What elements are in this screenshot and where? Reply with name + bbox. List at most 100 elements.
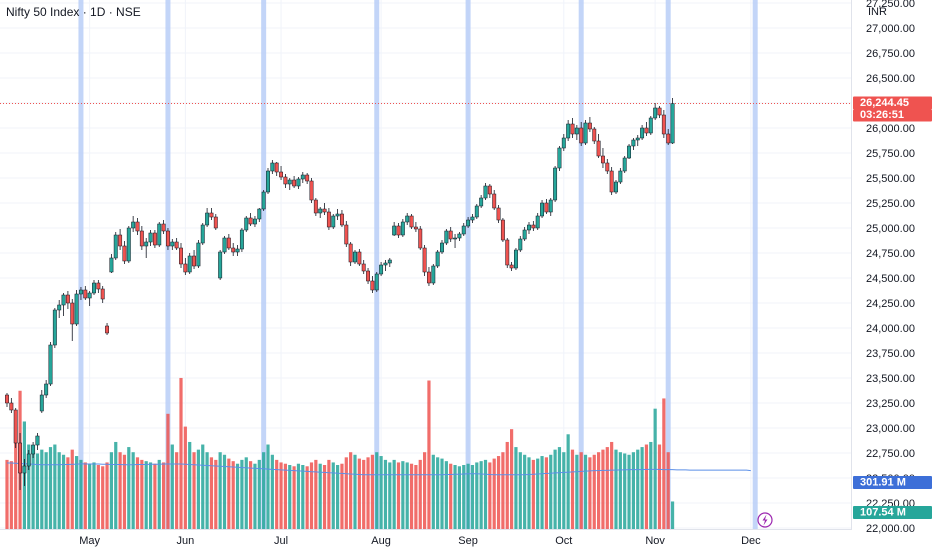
candle [535,213,540,230]
volume-bar [262,452,266,529]
candle [52,308,57,348]
x-tick-label: Jul [274,535,288,547]
volume-bar [101,466,105,529]
volume-bar [96,465,100,529]
candle [640,125,645,140]
volume-bar [66,457,70,529]
volume-bar [322,465,327,529]
volume-bar [209,457,214,529]
y-tick-label: 25,500.00 [866,173,915,185]
volume-bar [640,447,644,529]
candle [579,122,584,146]
candle [587,117,592,132]
volume-bar [405,462,409,529]
candle [387,258,392,267]
volume-bar [514,447,518,529]
candle [370,276,375,293]
volume-bar [614,449,618,529]
volume-bar [283,463,287,529]
volume-bar [466,463,470,529]
candle [239,228,244,252]
volume-bar [631,452,635,529]
volume-bar [362,459,366,529]
volume-bar [318,463,322,529]
candle [344,221,349,247]
volume-bar [5,459,9,529]
candle [283,174,288,188]
candle [300,172,305,183]
volume-bar [266,444,270,529]
candle [622,156,627,173]
volume-bar [662,398,666,529]
volume-bar [153,463,157,529]
candle [405,213,410,225]
candle [170,239,175,250]
x-tick-label: Dec [741,535,761,547]
x-tick-label: Nov [645,535,665,547]
candle [544,199,549,214]
candle [496,205,501,223]
volume-bar [449,463,453,529]
candle [35,433,40,450]
countdown-tag: 03:26:51 [853,109,932,122]
candle [257,208,262,222]
candle [279,166,284,180]
currency-label[interactable]: INR [868,6,887,18]
volume-bar [483,459,488,529]
volume-bar [9,461,13,529]
volume-bar [253,463,257,529]
volume-bar [275,459,279,529]
candle [470,214,475,223]
candle [366,268,371,284]
volume-bar [188,441,192,529]
candle [87,291,92,306]
candle [570,118,575,138]
volume-bar [279,462,283,529]
volume-bar [109,452,113,529]
candle [113,232,118,260]
candle [209,208,214,220]
candle [226,234,231,250]
candle [666,129,671,145]
candle [79,287,83,300]
volume-bar [423,452,427,529]
candle [353,250,357,264]
candle [244,216,249,232]
highlight-column [752,0,758,530]
volume-bar [53,444,57,529]
candle [379,262,384,276]
candle [183,258,188,275]
candle [131,216,136,232]
volume-bar [392,459,396,529]
svg-text:26,244.45: 26,244.45 [860,97,909,109]
volume-bar [627,454,631,529]
candle [566,120,571,141]
candle [248,213,253,226]
y-tick-label: 22,000.00 [866,523,915,535]
volume-bar [379,456,383,529]
candle [39,390,44,413]
volume-bar [414,465,418,529]
volume-bar [427,380,431,529]
volume-bar [61,454,66,529]
candle [609,167,614,195]
y-tick-label: 24,000.00 [866,323,915,335]
volume-bar [444,461,448,529]
candle [235,245,240,256]
volume-bar [536,458,540,529]
candle [152,230,157,248]
flash-event-icon[interactable] [757,512,773,528]
volume-bar [436,457,440,529]
candle [196,240,201,268]
volume-bar [479,461,483,529]
volume-bar [235,463,240,529]
volume-bar [127,447,131,529]
y-tick-label: 25,250.00 [866,198,915,210]
x-tick-label: Oct [555,535,572,547]
volume-bar [340,463,344,529]
candle [57,300,62,318]
candle [644,122,649,136]
volume-bar [623,453,627,529]
volume-bar [296,463,301,529]
